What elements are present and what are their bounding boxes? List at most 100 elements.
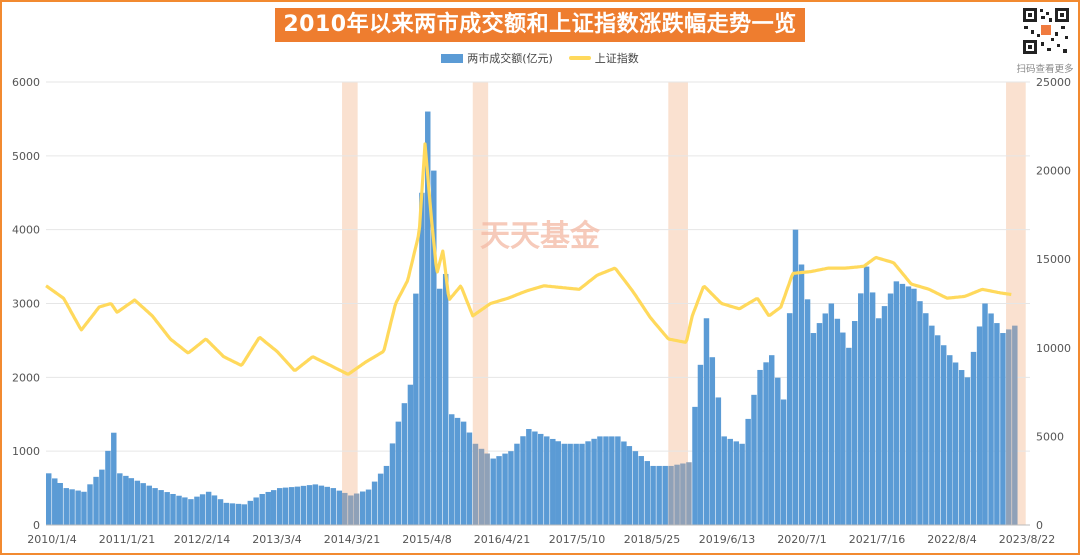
turnover-bar	[792, 229, 799, 525]
qr-caption: 扫码查看更多	[1016, 64, 1074, 75]
turnover-bar	[93, 476, 99, 525]
turnover-bar	[697, 364, 704, 525]
turnover-bar	[288, 487, 295, 525]
turnover-bar	[472, 443, 479, 525]
turnover-bar	[905, 286, 912, 525]
y-left-tick-label: 6000	[12, 76, 40, 89]
turnover-bar	[769, 355, 775, 525]
turnover-bar	[621, 441, 627, 525]
turnover-bar	[686, 462, 692, 525]
turnover-bar	[211, 495, 218, 525]
turnover-bar	[371, 481, 378, 525]
legend-item-turnover[interactable]: 两市成交额(亿元)	[441, 50, 553, 66]
turnover-bar	[69, 489, 75, 525]
turnover-bar	[223, 502, 230, 525]
turnover-bar	[940, 345, 947, 525]
turnover-bar	[105, 450, 111, 525]
turnover-bar	[413, 293, 419, 525]
turnover-bar	[887, 293, 894, 525]
y-right-tick-label: 5000	[1036, 430, 1064, 443]
x-tick-label: 2015/4/8	[402, 533, 451, 546]
turnover-bar	[300, 485, 307, 525]
turnover-bar	[436, 288, 443, 525]
y-left-tick-label: 4000	[12, 224, 40, 237]
x-tick-label: 2014/3/21	[324, 533, 380, 546]
turnover-bar	[146, 485, 152, 525]
turnover-bar	[810, 333, 817, 525]
turnover-bar	[626, 446, 633, 525]
turnover-bar	[662, 465, 668, 525]
turnover-bar	[532, 431, 538, 525]
turnover-bar	[721, 436, 727, 525]
turnover-bar	[964, 377, 971, 525]
legend-item-index[interactable]: 上证指数	[568, 50, 639, 66]
turnover-bar	[454, 417, 461, 525]
turnover-bar	[508, 451, 514, 525]
turnover-bar	[609, 436, 615, 525]
x-tick-label: 2013/3/4	[252, 533, 301, 546]
turnover-bar	[739, 443, 745, 525]
turnover-bar	[650, 465, 656, 525]
turnover-bar	[128, 478, 135, 525]
turnover-bar	[419, 192, 425, 525]
turnover-bar	[668, 465, 674, 525]
turnover-bar	[851, 321, 858, 525]
y-right-tick-label: 15000	[1036, 253, 1071, 266]
turnover-bar	[692, 406, 698, 525]
turnover-bar	[893, 281, 900, 525]
turnover-bar	[282, 487, 289, 525]
watermark-text: 天天基金	[480, 219, 601, 254]
turnover-bar	[1006, 329, 1012, 525]
y-left-tick-label: 5000	[12, 150, 40, 163]
turnover-bar	[591, 438, 597, 525]
x-tick-label: 2021/7/16	[849, 533, 905, 546]
x-tick-label: 2011/1/21	[99, 533, 155, 546]
turnover-bar	[170, 493, 176, 525]
turnover-bar	[1012, 325, 1018, 525]
y-left-tick-label: 2000	[12, 371, 40, 384]
y-left-tick-label: 3000	[12, 298, 40, 311]
turnover-bar	[407, 384, 414, 525]
turnover-bar	[567, 443, 573, 525]
turnover-bar	[786, 313, 793, 525]
turnover-bar	[342, 492, 348, 525]
turnover-bar	[538, 433, 544, 525]
turnover-bar	[123, 475, 129, 525]
chart-title: 2010年以来两市成交额和上证指数涨跌幅走势一览	[275, 8, 805, 42]
legend-swatch-turnover	[441, 53, 464, 63]
turnover-bar	[134, 480, 141, 525]
turnover-bar	[63, 488, 69, 525]
turnover-bar	[958, 370, 965, 525]
turnover-bar	[947, 355, 953, 525]
turnover-bar	[727, 438, 733, 525]
turnover-bar	[52, 478, 58, 525]
turnover-bar	[988, 313, 994, 525]
turnover-bar	[389, 443, 396, 525]
turnover-bar	[484, 453, 490, 525]
turnover-bar	[982, 303, 988, 525]
turnover-bar	[46, 473, 52, 525]
x-tick-label: 2022/8/4	[927, 533, 976, 546]
turnover-bar	[87, 484, 93, 525]
turnover-bar	[775, 377, 781, 525]
turnover-bar	[496, 456, 502, 525]
turnover-bar	[875, 318, 882, 525]
turnover-bar	[81, 491, 87, 525]
turnover-bar	[976, 326, 983, 525]
turnover-bar	[638, 456, 644, 525]
turnover-bar	[188, 499, 194, 525]
turnover-bar	[57, 482, 63, 525]
turnover-bar	[745, 418, 751, 525]
turnover-bar	[846, 347, 852, 525]
turnover-bar	[330, 488, 337, 525]
turnover-bar	[923, 313, 929, 525]
turnover-bar	[182, 497, 188, 525]
legend-label-index: 上证指数	[594, 52, 639, 65]
turnover-bar	[253, 497, 259, 525]
turnover-bar	[99, 469, 105, 525]
turnover-bar	[899, 283, 906, 525]
qr-code-icon[interactable]	[1021, 6, 1071, 56]
turnover-bar	[277, 488, 283, 525]
x-tick-label: 2020/7/1	[777, 533, 826, 546]
turnover-bar	[579, 443, 585, 525]
